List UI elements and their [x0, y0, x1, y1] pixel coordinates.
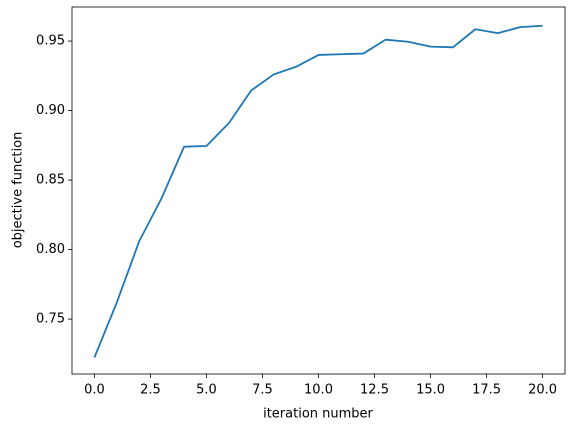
x-tick-label: 10.0 — [304, 383, 333, 398]
x-tick-label: 0.0 — [84, 383, 105, 398]
x-tick-label: 17.5 — [472, 383, 501, 398]
x-tick-label: 5.0 — [196, 383, 217, 398]
y-tick-label: 0.90 — [36, 103, 65, 118]
x-tick-label: 12.5 — [360, 383, 389, 398]
y-tick-label: 0.80 — [36, 242, 65, 257]
x-tick-label: 2.5 — [140, 383, 161, 398]
y-tick-label: 0.95 — [36, 34, 65, 49]
x-tick-label: 20.0 — [528, 383, 557, 398]
y-tick-label: 0.85 — [36, 173, 65, 188]
data-line — [93, 24, 543, 358]
x-tick-label: 15.0 — [416, 383, 445, 398]
plot-frame — [71, 6, 566, 375]
x-tick-label: 7.5 — [252, 383, 273, 398]
y-axis-label: objective function — [11, 132, 26, 249]
y-tick-label: 0.75 — [36, 312, 65, 327]
x-axis-label: iteration number — [263, 407, 373, 422]
